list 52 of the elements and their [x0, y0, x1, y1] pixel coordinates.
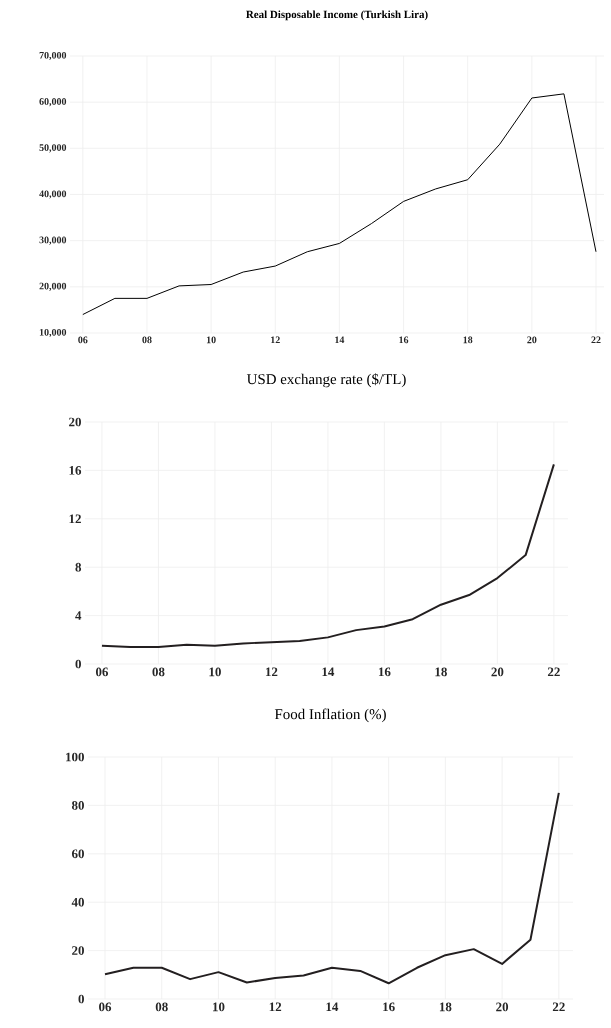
x-tick-label: 08 — [155, 1002, 168, 1012]
x-tick-label: 18 — [439, 1002, 452, 1012]
x-tick-label: 10 — [213, 1002, 225, 1012]
x-tick-label: 22 — [547, 667, 560, 677]
y-tick-label: 80 — [71, 801, 84, 810]
y-tick-label: 100 — [66, 752, 84, 762]
x-tick-label: 10 — [209, 667, 221, 677]
x-tick-label: 22 — [552, 1002, 565, 1012]
y-tick-label: 40 — [71, 897, 84, 907]
chart-title: USD exchange rate ($/TL) — [246, 373, 406, 388]
x-tick-label: 18 — [463, 336, 473, 344]
y-tick-label: 40,000 — [39, 190, 67, 199]
y-tick-label: 16 — [69, 466, 82, 475]
x-tick-label: 20 — [496, 1002, 509, 1012]
x-tick-label: 08 — [142, 336, 152, 344]
x-tick-label: 08 — [152, 667, 165, 677]
x-tick-label: 14 — [322, 667, 335, 677]
y-tick-label: 0 — [78, 994, 84, 1004]
x-tick-label: 12 — [271, 336, 280, 344]
y-tick-label: 4 — [75, 611, 82, 620]
y-tick-label: 10,000 — [39, 328, 67, 338]
chart-title: Real Disposable Income (Turkish Lira) — [246, 10, 428, 21]
x-tick-label: 18 — [435, 667, 447, 677]
line-series — [100, 463, 555, 649]
line-series — [104, 791, 560, 985]
y-tick-label: 20 — [69, 417, 81, 427]
x-tick-label: 06 — [99, 1002, 112, 1012]
x-tick-label: 16 — [399, 336, 409, 344]
x-tick-label: 12 — [265, 667, 278, 677]
y-tick-label: 20,000 — [39, 282, 67, 291]
x-tick-label: 20 — [527, 336, 537, 344]
x-tick-label: 10 — [206, 336, 216, 344]
x-tick-label: 14 — [335, 336, 345, 344]
x-tick-label: 16 — [378, 667, 391, 677]
line-series — [82, 93, 597, 316]
chart-title: Food Inflation (%) — [274, 708, 386, 723]
y-tick-label: 50,000 — [39, 144, 67, 153]
y-tick-label: 12 — [69, 514, 81, 524]
y-tick-label: 0 — [75, 659, 81, 669]
x-tick-label: 12 — [269, 1002, 282, 1012]
x-tick-label: 14 — [326, 1002, 339, 1012]
y-tick-label: 20 — [72, 946, 84, 955]
y-tick-label: 30,000 — [39, 236, 67, 245]
x-tick-label: 06 — [78, 336, 88, 344]
x-tick-label: 16 — [383, 1002, 395, 1012]
y-tick-label: 60,000 — [39, 98, 67, 107]
x-tick-label: 22 — [591, 336, 601, 344]
y-tick-label: 60 — [71, 849, 84, 859]
y-tick-label: 8 — [75, 562, 82, 572]
x-tick-label: 20 — [491, 667, 504, 677]
x-tick-label: 06 — [95, 667, 109, 677]
y-tick-label: 70,000 — [39, 51, 67, 61]
